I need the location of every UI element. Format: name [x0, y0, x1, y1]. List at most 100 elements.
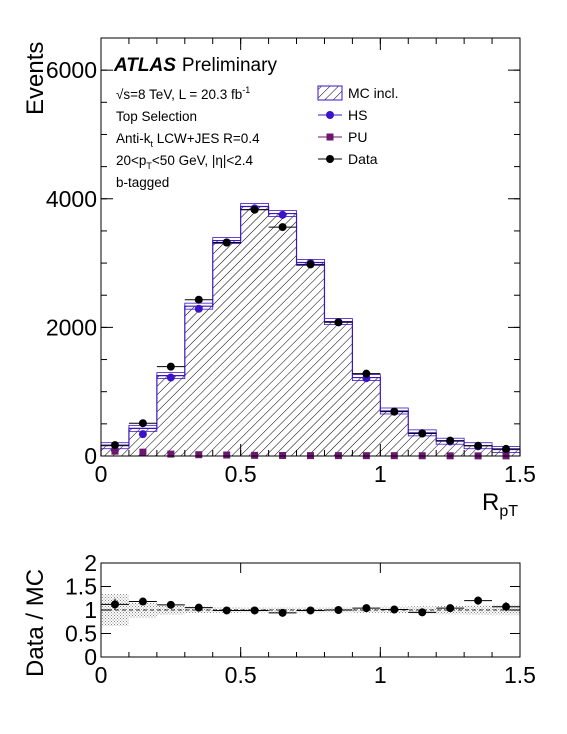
data-point [390, 407, 399, 416]
data-point [166, 362, 175, 371]
data-point [250, 205, 259, 214]
ratio-point [334, 606, 343, 614]
data-point [502, 444, 511, 453]
mc-bar [184, 306, 213, 456]
mc-bar [464, 445, 493, 456]
mc-bar [296, 262, 325, 456]
pu-point [223, 451, 231, 459]
ratio-point [362, 604, 371, 613]
hs-point [138, 430, 147, 439]
mc-bar [212, 240, 241, 456]
x-tick-label: 0.5 [225, 461, 257, 487]
ratio-x-tick-label: 1.5 [504, 662, 536, 688]
main-tick-labels: 0 0.5 1 1.5 0 2000 4000 6000 [46, 57, 536, 487]
data-point [334, 318, 343, 327]
selection-info-line: Top Selection [116, 109, 197, 124]
ratio-tick-marks [100, 562, 521, 658]
main-plot-frame [100, 37, 521, 457]
ratio-markers [101, 596, 520, 617]
ratio-point [110, 600, 119, 609]
selection-info-line: Anti-kt LCW+JES R=0.4 [116, 131, 260, 149]
data-point [474, 441, 483, 450]
ratio-y-tick-label: 1.5 [65, 574, 97, 600]
ratio-y-tick-label: 2 [84, 550, 97, 576]
legend: MC incl. HS PU Data [317, 85, 399, 167]
ratio-band-bin [464, 605, 493, 615]
main-tick-marks [100, 37, 521, 457]
ratio-x-tick-label: 1 [374, 662, 387, 688]
x-tick-label: 0 [95, 461, 108, 487]
ratio-panel: 0 0.5 1 1.500.511.52 Data / MC [22, 550, 536, 688]
selection-info-line: √s=8 TeV, L = 20.3 fb-1 [116, 85, 250, 102]
ratio-point [418, 608, 427, 617]
ratio-point [474, 596, 483, 605]
x-tick-label: 1 [374, 461, 387, 487]
selection-info-text: √s=8 TeV, L = 20.3 fb-1 Top Selection Anti… [116, 85, 260, 190]
mc-bar [408, 432, 437, 456]
x-tick-label: 1.5 [504, 461, 536, 487]
selection-info-line: b-tagged [116, 175, 169, 190]
mc-bar [268, 213, 297, 456]
pu-point [279, 451, 287, 459]
pu-point [251, 451, 259, 459]
data-point [446, 436, 455, 445]
data-point [278, 223, 287, 232]
ratio-y-axis-title: Data / MC [22, 569, 49, 677]
legend-swatch-mc [317, 85, 343, 101]
y-tick-label: 0 [84, 443, 97, 469]
data-point [138, 419, 147, 428]
mc-bar [380, 410, 409, 456]
legend-entry-label: PU [348, 129, 367, 145]
data-point [194, 295, 203, 304]
pu-point [111, 447, 119, 455]
hs-point [278, 210, 287, 219]
mc-bar [156, 375, 185, 456]
x-axis-title-sub: pT [499, 503, 518, 520]
data-point [418, 429, 427, 438]
atlas-label-preliminary: Preliminary [182, 55, 278, 76]
legend-entry-label: Data [348, 151, 378, 167]
hs-point [166, 373, 175, 382]
ratio-point [306, 606, 315, 615]
ratio-band-bin [128, 602, 157, 618]
legend-marker-data [326, 155, 334, 163]
main-histogram-panel: 0 0.5 1 1.5 0 2000 4000 6000 Events RpT ATLAS Pr… [22, 37, 536, 520]
y-tick-label: 2000 [46, 314, 97, 340]
legend-marker-hs [326, 111, 334, 119]
ratio-point [502, 602, 511, 611]
ratio-tick-labels: 0 0.5 1 1.500.511.52 [65, 550, 536, 688]
atlas-label: ATLAS Preliminary [113, 55, 277, 76]
mc-bar [352, 377, 381, 456]
data-point [306, 260, 315, 269]
mc-histogram-group [100, 203, 521, 456]
mc-bar [324, 321, 353, 456]
ratio-point [278, 608, 287, 617]
ratio-point [138, 597, 147, 606]
mc-bar [240, 206, 269, 456]
y-tick-label: 4000 [46, 186, 97, 212]
ratio-point [166, 600, 175, 609]
data-point [110, 441, 119, 450]
data-point [222, 238, 231, 247]
selection-info-line: 20<pT<50 GeV, |η|<2.4 [116, 153, 254, 171]
ratio-point [390, 605, 399, 614]
mc-bar [436, 441, 465, 456]
ratio-y-tick-label: 1 [84, 597, 97, 623]
ratio-band-bin [156, 605, 185, 615]
legend-entry-label: MC incl. [348, 85, 399, 101]
x-axis-title-main: R [482, 489, 499, 516]
x-axis-title: RpT [482, 489, 518, 520]
ratio-point [446, 604, 455, 613]
legend-marker-pu [326, 133, 334, 141]
atlas-label-bold: ATLAS [113, 55, 176, 76]
hs-point [194, 304, 203, 313]
ratio-point [222, 606, 231, 615]
ratio-point [250, 606, 259, 615]
pu-point [167, 450, 175, 458]
ratio-y-tick-label: 0 [84, 644, 97, 670]
ratio-x-tick-label: 0.5 [225, 662, 257, 688]
ratio-x-tick-label: 0 [95, 662, 108, 688]
y-axis-title: Events [22, 42, 49, 115]
ratio-y-tick-label: 0.5 [65, 621, 97, 647]
